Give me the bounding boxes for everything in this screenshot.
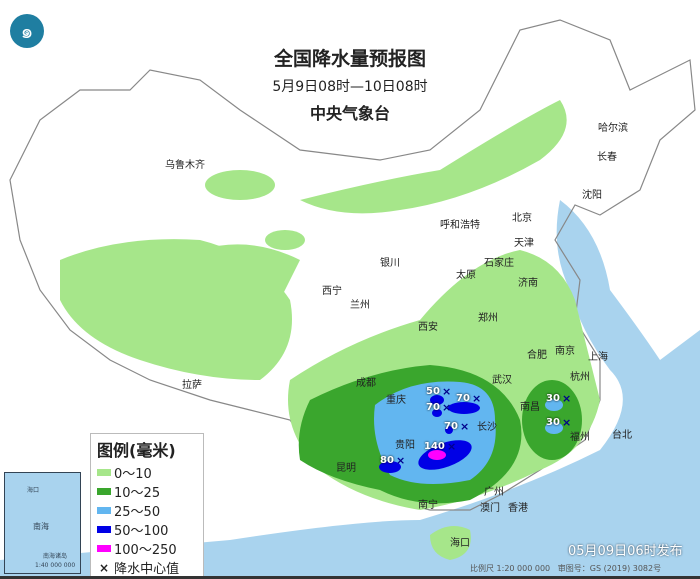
rain-center-marker: × xyxy=(442,401,452,414)
map-number: 审图号：GS (2019) 3082号 xyxy=(557,564,662,573)
rain-center-value: 70 xyxy=(456,393,470,404)
city-label: 南宁 xyxy=(418,500,438,511)
city-label: 兰州 xyxy=(350,300,370,311)
legend-item: 10～25 xyxy=(91,482,203,501)
city-label: 长沙 xyxy=(477,422,497,433)
legend-item: 25～50 xyxy=(91,501,203,520)
city-label: 南昌 xyxy=(520,402,540,413)
city-label: 昆明 xyxy=(336,463,356,474)
legend-item: × 降水中心值 xyxy=(91,558,203,578)
map-footer: 比例尺 1:20 000 000 审图号：GS (2019) 3082号 xyxy=(470,563,661,574)
city-label: 上海 xyxy=(588,352,608,363)
rain-center-value: 80 xyxy=(380,455,394,466)
rain-center-marker: × xyxy=(447,440,457,453)
inset-sea-label: 南海 xyxy=(33,522,49,531)
city-label: 长春 xyxy=(597,152,617,163)
rain-center-value: 70 xyxy=(444,421,458,432)
rain-100-250 xyxy=(428,450,446,460)
legend-swatch xyxy=(97,526,111,533)
city-label: 重庆 xyxy=(386,395,406,406)
rain-center-value: 140 xyxy=(424,441,445,452)
inset-label: 海口 xyxy=(27,487,40,494)
city-label: 海口 xyxy=(450,538,470,549)
scale-text: 比例尺 1:20 000 000 xyxy=(470,564,551,573)
rain-center-value: 30 xyxy=(546,417,560,428)
china-outline xyxy=(9,19,696,511)
rain-center-value: 50 xyxy=(426,386,440,397)
inset-scale: 1:40 000 000 xyxy=(35,562,76,569)
city-label: 天津 xyxy=(514,238,534,249)
map-title: 全国降水量预报图 xyxy=(273,48,426,70)
city-label: 沈阳 xyxy=(582,190,602,201)
city-label: 香港 xyxy=(508,503,528,514)
cma-logo: ๑ xyxy=(10,14,44,48)
legend-label: 50～100 xyxy=(114,524,169,539)
legend-swatch xyxy=(97,545,111,552)
legend-label: 100～250 xyxy=(114,543,177,558)
rain-center-value: 70 xyxy=(426,402,440,413)
legend-label: 降水中心值 xyxy=(114,562,180,577)
south-china-sea-inset: 海口 南海 南海诸岛 1:40 000 000 xyxy=(4,472,81,574)
legend-item: 100～250 xyxy=(91,539,203,558)
rain-center-marker: × xyxy=(396,454,406,467)
legend-swatch xyxy=(97,469,111,476)
city-label: 台北 xyxy=(612,430,632,441)
city-label: 福州 xyxy=(570,432,590,443)
legend: 图例(毫米) 0～10 10～25 25～50 50～100 100～250 × 降水中心值 xyxy=(90,433,204,577)
agency: 中央气象台 xyxy=(309,104,390,123)
city-label: 南京 xyxy=(555,346,575,357)
city-label: 呼和浩特 xyxy=(440,220,480,231)
city-label: 石家庄 xyxy=(484,258,514,269)
legend-title: 图例(毫米) xyxy=(97,441,176,460)
legend-item: 0～10 xyxy=(91,463,203,482)
city-label: 拉萨 xyxy=(182,380,202,391)
legend-swatch xyxy=(97,507,111,514)
city-label: 太原 xyxy=(456,270,476,281)
issue-time: 05月09日06时发布 xyxy=(568,544,683,559)
city-label: 贵阳 xyxy=(395,440,415,451)
city-label: 澳门 xyxy=(480,503,500,514)
city-label: 西安 xyxy=(418,322,438,333)
city-label: 合肥 xyxy=(527,350,547,361)
city-label: 武汉 xyxy=(492,375,512,386)
rain-center-value: 30 xyxy=(546,393,560,404)
legend-label: 25～50 xyxy=(114,505,161,520)
legend-label: 10～25 xyxy=(114,486,161,501)
rain-center-marker: × xyxy=(562,416,572,429)
sea-area xyxy=(0,200,700,579)
city-label: 北京 xyxy=(512,213,532,224)
rain-center-marker: × xyxy=(442,385,452,398)
forecast-period: 5月9日08时—10日08时 xyxy=(272,79,428,95)
legend-label: 0～10 xyxy=(114,467,152,482)
cross-icon: × xyxy=(99,560,110,575)
city-label: 哈尔滨 xyxy=(598,123,628,134)
city-label: 乌鲁木齐 xyxy=(165,160,205,171)
rain-center-marker: × xyxy=(472,392,482,405)
city-label: 西宁 xyxy=(322,286,342,297)
city-label: 郑州 xyxy=(478,313,498,324)
rain-center-marker: × xyxy=(460,420,470,433)
legend-item: 50～100 xyxy=(91,520,203,539)
city-label: 杭州 xyxy=(570,372,590,383)
city-label: 广州 xyxy=(484,487,504,498)
legend-swatch xyxy=(97,488,111,495)
bottom-bar xyxy=(0,576,700,579)
inset-islands-label: 南海诸岛 xyxy=(43,553,68,560)
city-label: 成都 xyxy=(356,378,376,389)
rain-center-marker: × xyxy=(562,392,572,405)
city-label: 银川 xyxy=(380,258,400,269)
city-label: 济南 xyxy=(518,278,538,289)
